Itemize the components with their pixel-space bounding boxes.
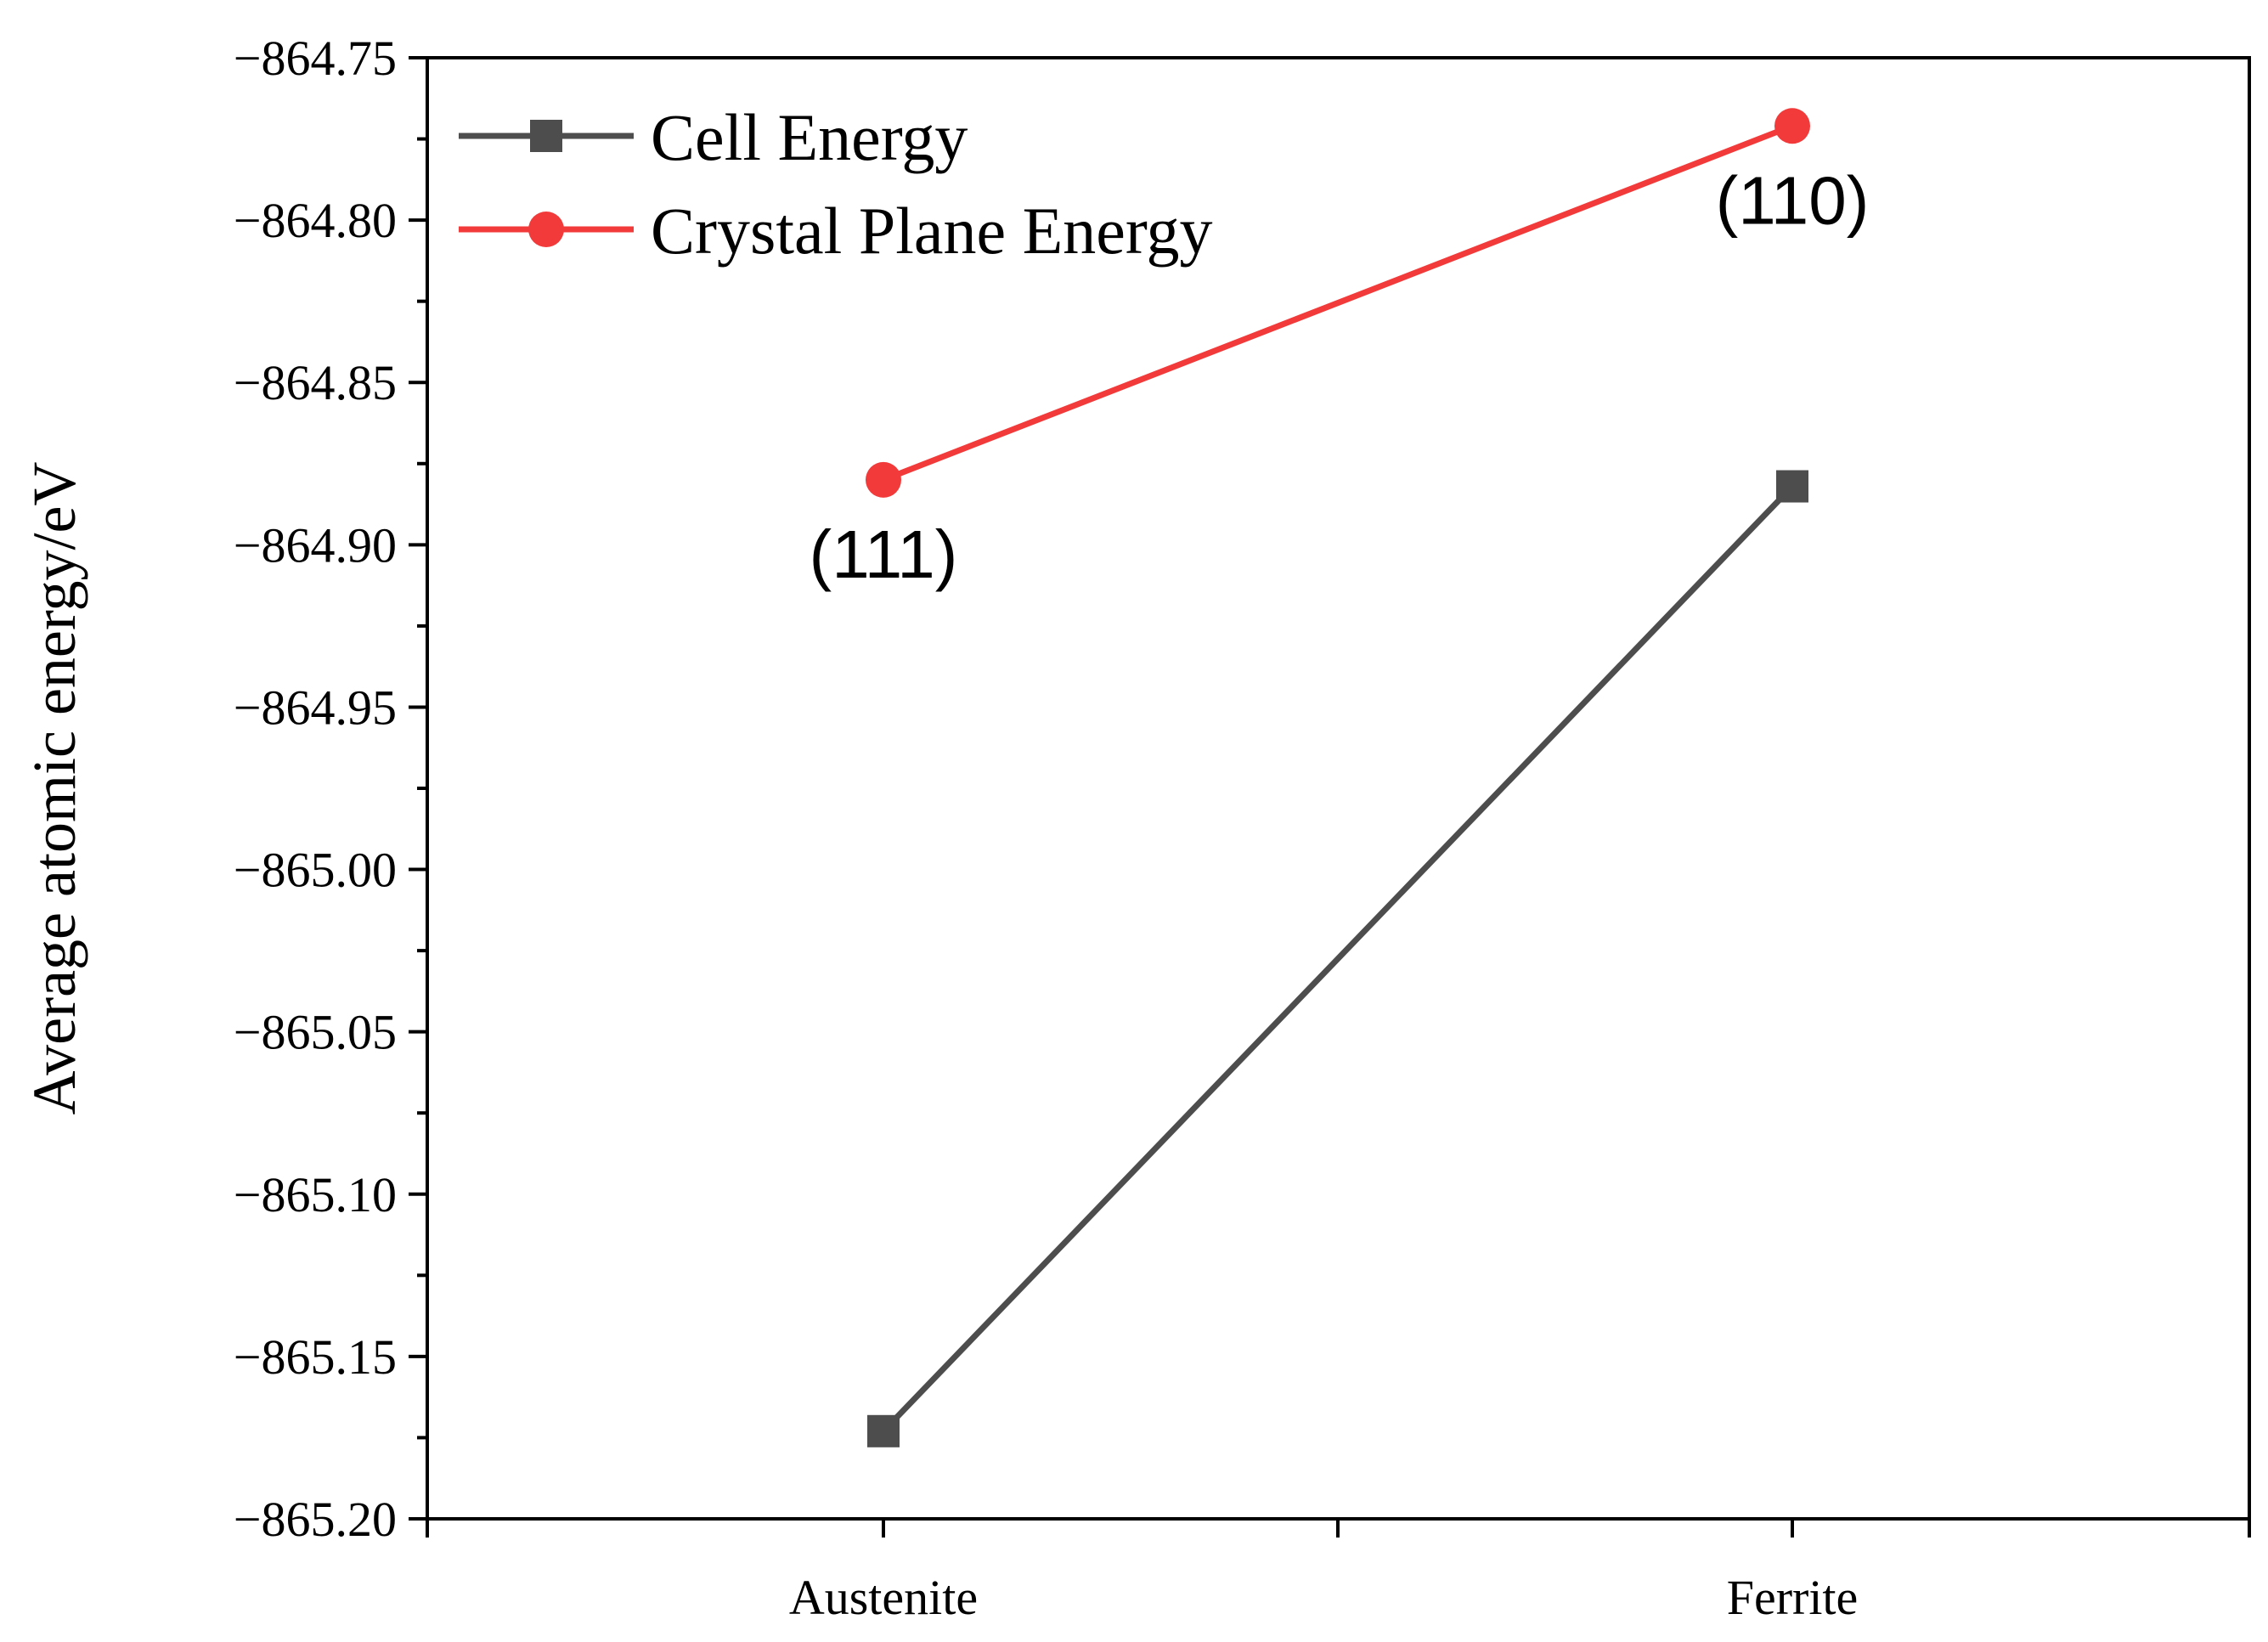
y-tick-label: −865.00 <box>234 843 397 898</box>
y-tick-label: −864.75 <box>234 31 397 86</box>
y-tick-label: −864.85 <box>234 355 397 410</box>
legend-marker-crystal-plane-energy <box>528 212 564 247</box>
y-tick-label: −864.80 <box>234 193 397 248</box>
y-axis: −864.75 −864.80 −864.85 −864.90 −864.95 −865.… <box>234 31 427 1547</box>
plot-frame <box>426 56 2251 1521</box>
x-tick-label-austenite: Austenite <box>789 1570 978 1625</box>
series-line-crystal-plane-energy <box>882 123 1794 483</box>
annotation-layer: (111) (110) <box>810 162 1870 592</box>
y-axis-title: Average atomic energy/eV <box>20 462 88 1115</box>
x-tick-label-ferrite: Ferrite <box>1727 1570 1859 1625</box>
point-cell-energy-ferrite <box>1776 470 1808 503</box>
annotation-111: (111) <box>810 516 958 592</box>
annotation-110: (110) <box>1716 162 1870 238</box>
point-crystal-plane-energy-ferrite <box>1774 108 1810 144</box>
legend-label-crystal-plane-energy: Crystal Plane Energy <box>651 194 1212 268</box>
y-tick-label: −865.20 <box>234 1492 397 1547</box>
y-tick-label: −864.90 <box>234 517 397 573</box>
legend-marker-cell-energy <box>530 120 562 152</box>
legend: Cell Energy Crystal Plane Energy <box>459 100 1212 268</box>
y-tick-label: −865.05 <box>234 1005 397 1060</box>
series-line-cell-energy <box>881 484 1795 1434</box>
point-cell-energy-austenite <box>867 1414 900 1447</box>
series-layer <box>866 108 1810 1447</box>
y-tick-label: −864.95 <box>234 680 397 735</box>
x-axis: Austenite Ferrite <box>426 1519 2251 1625</box>
legend-label-cell-energy: Cell Energy <box>651 100 968 174</box>
point-crystal-plane-energy-austenite <box>866 461 901 498</box>
y-tick-label: −865.10 <box>234 1167 397 1222</box>
y-tick-label: −865.15 <box>234 1329 397 1385</box>
